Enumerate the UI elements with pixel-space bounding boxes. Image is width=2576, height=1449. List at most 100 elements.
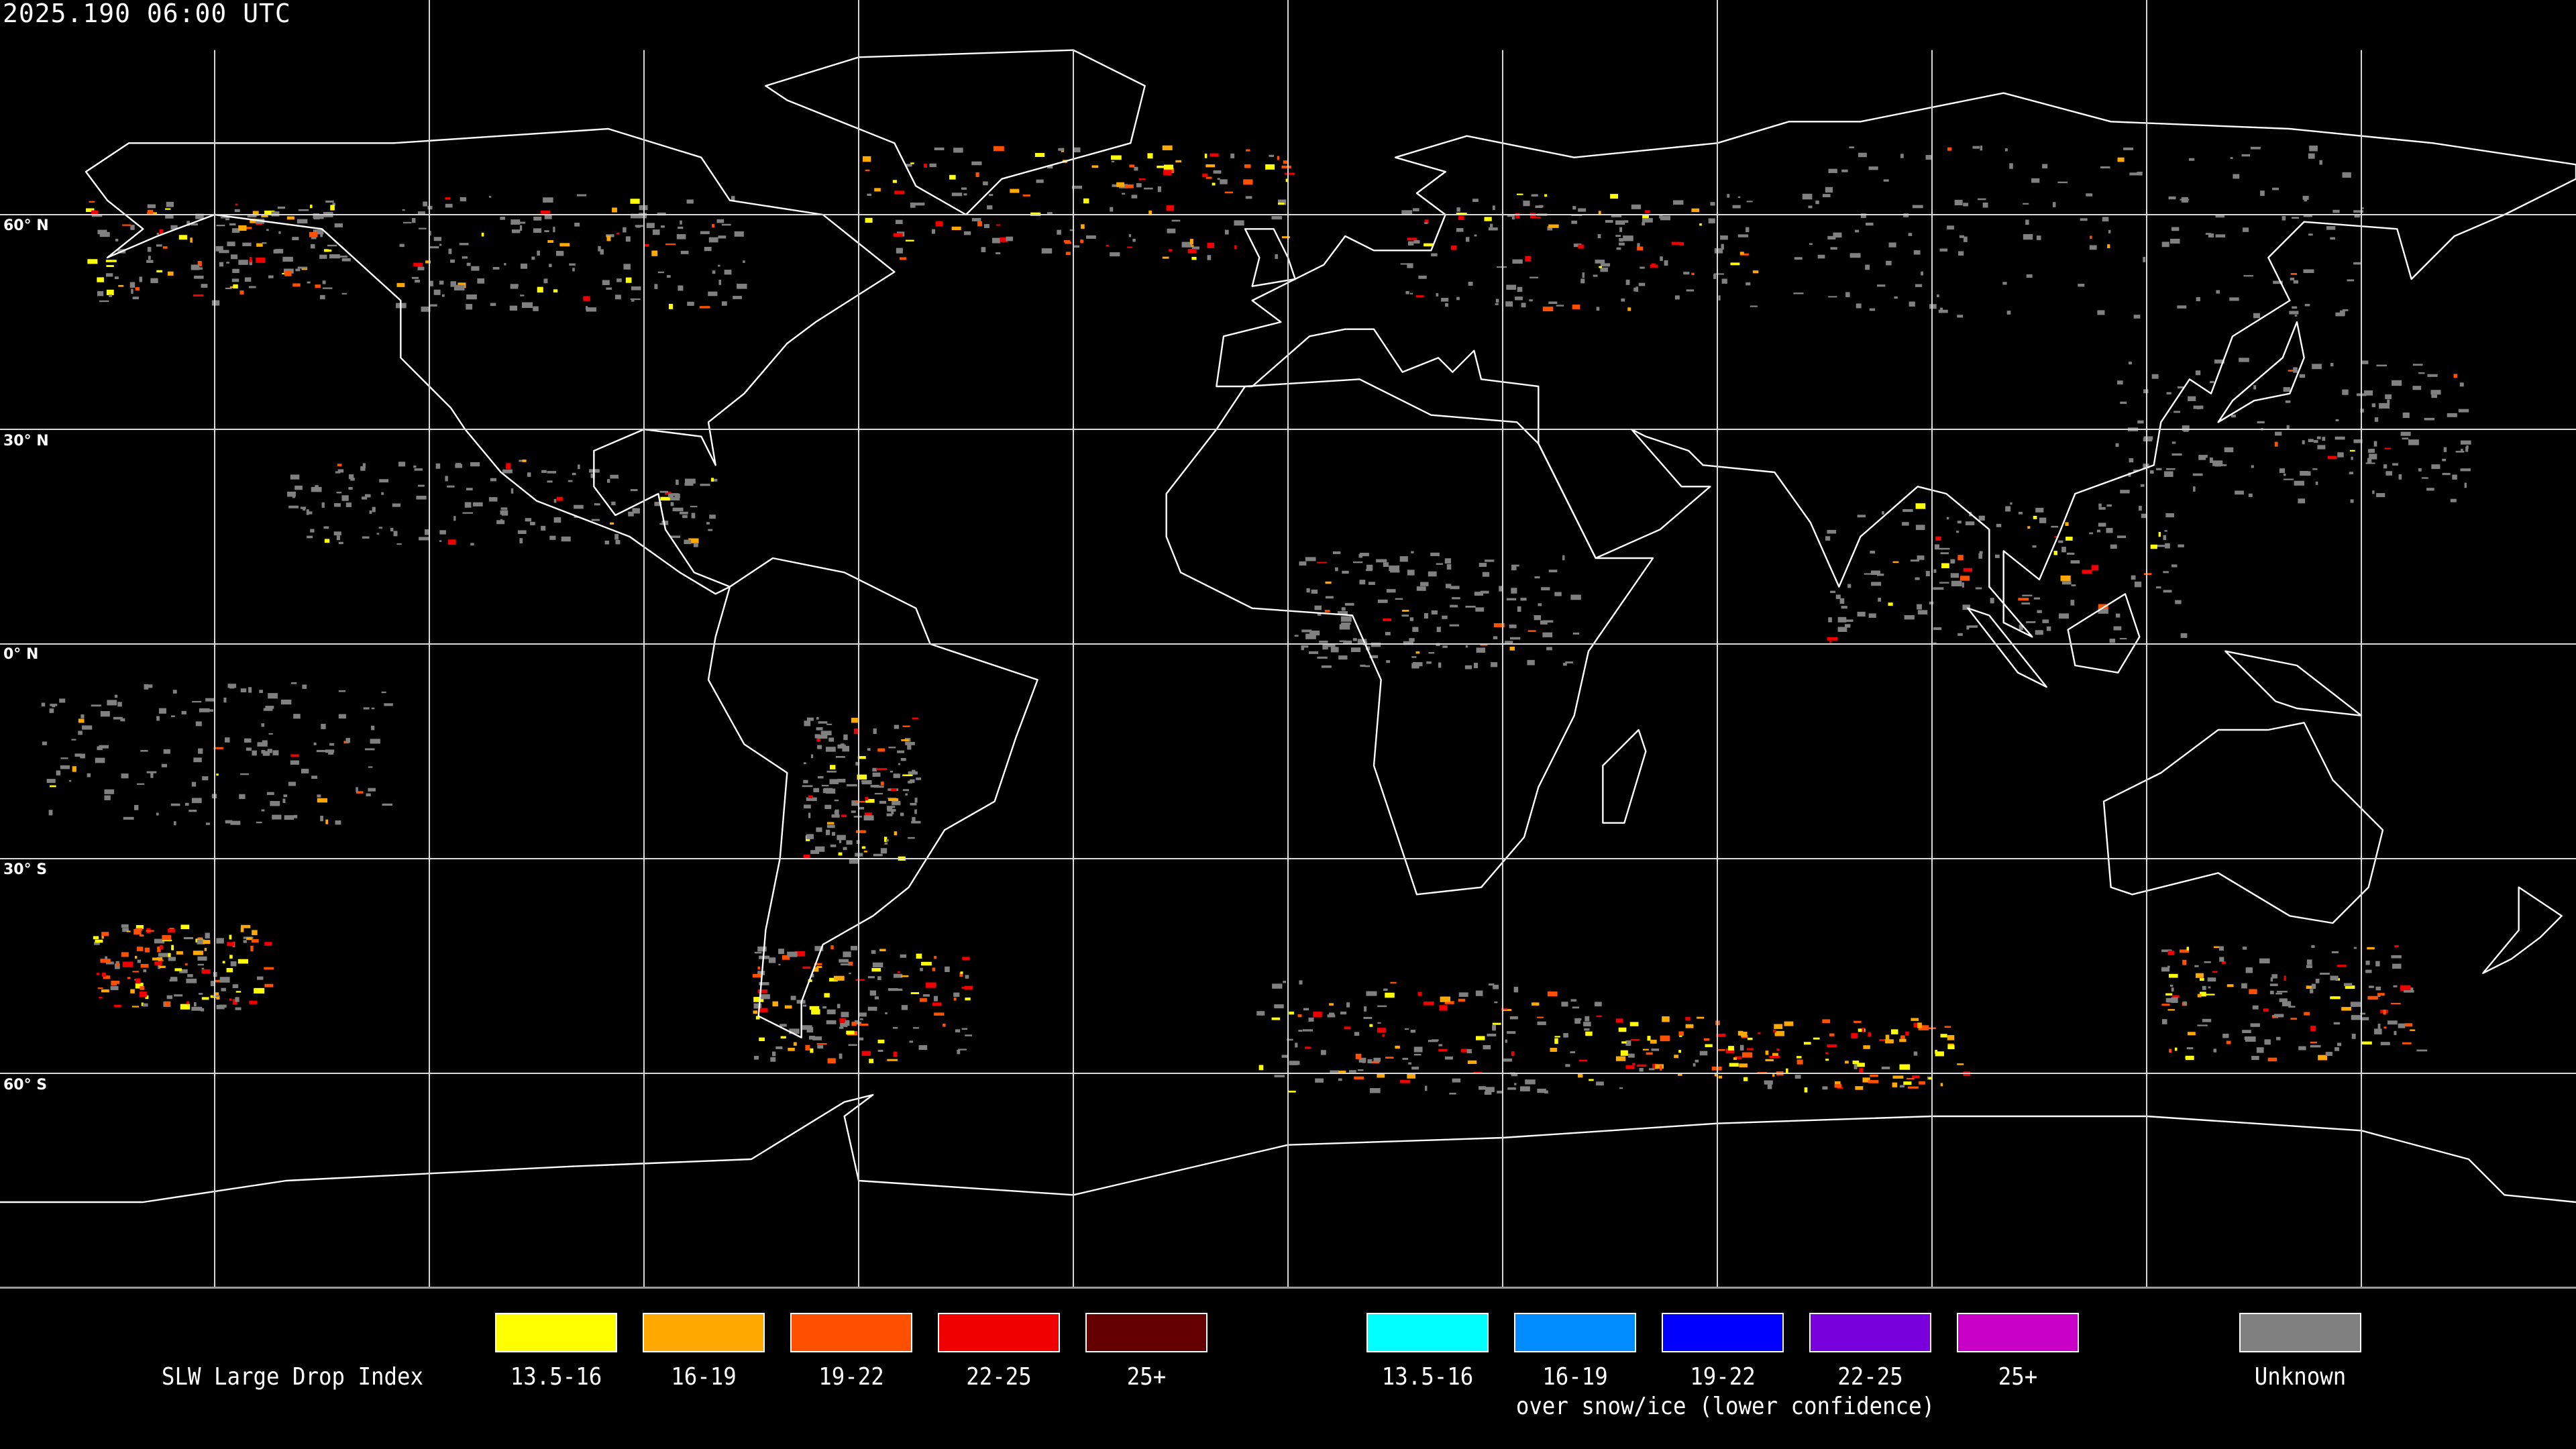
cloud-pixel bbox=[280, 699, 292, 705]
cloud-pixel bbox=[191, 798, 202, 804]
cloud-pixel bbox=[2242, 947, 2247, 950]
cloud-pixel bbox=[1483, 1044, 1491, 1050]
cloud-pixel bbox=[158, 964, 161, 969]
cloud-pixel bbox=[892, 180, 897, 183]
cloud-pixel bbox=[1519, 1086, 1530, 1091]
cloud-pixel bbox=[252, 750, 257, 756]
cloud-pixel bbox=[848, 1044, 857, 1046]
cloud-pixel bbox=[1633, 287, 1638, 292]
cloud-pixel bbox=[1289, 1061, 1299, 1065]
cloud-pixel bbox=[2212, 971, 2218, 973]
cloud-pixel bbox=[1385, 992, 1395, 998]
cloud-pixel bbox=[708, 237, 718, 243]
cloud-pixel bbox=[841, 814, 847, 818]
cloud-pixel bbox=[1852, 1060, 1860, 1065]
cloud-pixel bbox=[630, 213, 641, 219]
cloud-pixel bbox=[1511, 588, 1517, 594]
cloud-pixel bbox=[2325, 1051, 2332, 1056]
cloud-pixel bbox=[644, 244, 649, 247]
cloud-pixel bbox=[1213, 170, 1222, 174]
cloud-pixel bbox=[1416, 586, 1426, 591]
cloud-pixel bbox=[1954, 199, 1963, 205]
cloud-pixel bbox=[1311, 589, 1318, 594]
cloud-pixel bbox=[68, 780, 72, 782]
cloud-pixel bbox=[1876, 574, 1884, 576]
cloud-pixel bbox=[195, 721, 202, 727]
cloud-pixel bbox=[1509, 624, 1517, 629]
cloud-pixel bbox=[1386, 589, 1396, 593]
cloud-pixel bbox=[1164, 164, 1173, 170]
cloud-pixel bbox=[960, 971, 963, 975]
cloud-pixel bbox=[817, 735, 828, 739]
cloud-pixel bbox=[2360, 207, 2364, 209]
cloud-pixel bbox=[160, 945, 163, 950]
cloud-pixel bbox=[1572, 206, 1576, 210]
cloud-pixel bbox=[853, 816, 862, 818]
cloud-pixel bbox=[147, 247, 152, 252]
cloud-pixel bbox=[2161, 241, 2169, 248]
cloud-pixel bbox=[2165, 468, 2176, 470]
cloud-pixel bbox=[1827, 637, 1838, 641]
cloud-pixel bbox=[1912, 205, 1923, 209]
cloud-pixel bbox=[455, 464, 463, 468]
cloud-pixel bbox=[170, 803, 180, 806]
cloud-pixel bbox=[96, 973, 100, 975]
cloud-pixel bbox=[1980, 146, 1983, 151]
cloud-pixel bbox=[262, 751, 270, 756]
cloud-pixel bbox=[2339, 310, 2345, 316]
cloud-pixel bbox=[1324, 610, 1330, 612]
cloud-pixel bbox=[2019, 625, 2023, 631]
cloud-pixel bbox=[1743, 1077, 1748, 1081]
cloud-pixel bbox=[1368, 582, 1375, 585]
cloud-pixel bbox=[1734, 1056, 1742, 1059]
cloud-pixel bbox=[2167, 1009, 2175, 1011]
cloud-pixel bbox=[2082, 570, 2092, 574]
cloud-pixel bbox=[2294, 480, 2304, 486]
cloud-pixel bbox=[2120, 401, 2127, 405]
cloud-pixel bbox=[2363, 390, 2373, 396]
cloud-pixel bbox=[244, 738, 252, 743]
cloud-pixel bbox=[772, 1001, 778, 1007]
cloud-pixel bbox=[1600, 267, 1608, 272]
cloud-pixel bbox=[71, 739, 76, 741]
cloud-pixel bbox=[919, 998, 927, 1002]
cloud-pixel bbox=[2219, 464, 2227, 466]
cloud-pixel bbox=[100, 711, 110, 717]
cloud-pixel bbox=[839, 1053, 843, 1059]
cloud-pixel bbox=[547, 471, 557, 474]
cloud-pixel bbox=[2353, 947, 2357, 949]
cloud-pixel bbox=[162, 934, 172, 941]
cloud-pixel bbox=[668, 303, 674, 309]
cloud-pixel bbox=[1488, 983, 1495, 986]
cloud-pixel bbox=[1450, 586, 1460, 590]
cloud-pixel bbox=[329, 254, 340, 259]
cloud-pixel bbox=[519, 538, 523, 544]
cloud-pixel bbox=[1962, 604, 1970, 610]
cloud-pixel bbox=[1449, 624, 1459, 627]
cloud-pixel bbox=[1338, 1078, 1342, 1081]
cloud-pixel bbox=[1776, 1049, 1780, 1051]
cloud-pixel bbox=[2202, 985, 2206, 990]
cloud-pixel bbox=[197, 963, 205, 966]
cloud-pixel bbox=[1106, 244, 1109, 247]
cloud-pixel bbox=[1944, 1026, 1951, 1028]
cloud-pixel bbox=[826, 770, 837, 773]
cloud-pixel bbox=[1908, 233, 1913, 236]
cloud-pixel bbox=[1573, 244, 1582, 248]
cloud-pixel bbox=[983, 224, 989, 228]
cloud-pixel bbox=[987, 205, 993, 210]
cloud-pixel bbox=[1825, 186, 1833, 193]
cloud-pixel bbox=[1138, 178, 1146, 180]
cloud-pixel bbox=[810, 850, 820, 854]
cloud-pixel bbox=[687, 301, 694, 306]
cloud-pixel bbox=[900, 812, 904, 816]
cloud-pixel bbox=[150, 772, 154, 778]
cloud-pixel bbox=[2361, 1017, 2369, 1020]
cloud-pixel bbox=[2143, 464, 2149, 469]
cloud-pixel bbox=[893, 973, 903, 978]
cloud-pixel bbox=[272, 814, 282, 820]
cloud-pixel bbox=[350, 478, 355, 481]
cloud-pixel bbox=[1849, 253, 1861, 258]
cloud-pixel bbox=[527, 472, 531, 477]
cloud-pixel bbox=[368, 766, 373, 768]
